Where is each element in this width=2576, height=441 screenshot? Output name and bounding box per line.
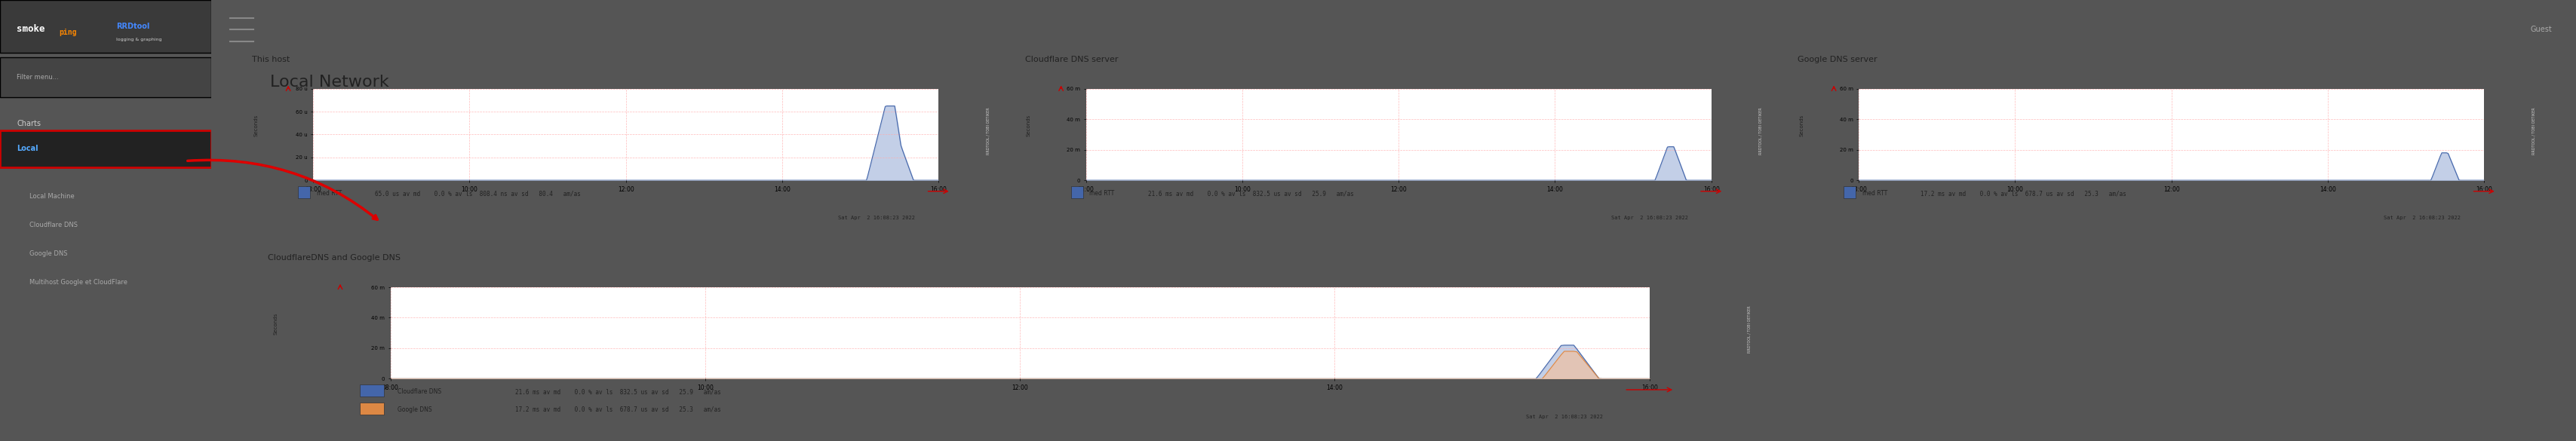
- Text: Seconds: Seconds: [1028, 114, 1030, 136]
- Text: Seconds: Seconds: [273, 313, 278, 335]
- Text: Seconds: Seconds: [255, 114, 258, 136]
- Text: Filter menu...: Filter menu...: [18, 74, 59, 81]
- Text: Cloudflare DNS: Cloudflare DNS: [28, 221, 77, 228]
- Text: Google DNS: Google DNS: [28, 250, 67, 257]
- Text: Sat Apr  2 16:08:23 2022: Sat Apr 2 16:08:23 2022: [2383, 216, 2460, 220]
- Text: logging & graphing: logging & graphing: [116, 38, 162, 41]
- Text: 21.6 ms av md    0.0 % av ls  832.5 us av sd   25.9   am/as: 21.6 ms av md 0.0 % av ls 832.5 us av sd…: [515, 389, 721, 395]
- Text: Sat Apr  2 16:08:23 2022: Sat Apr 2 16:08:23 2022: [1525, 414, 1602, 419]
- Text: Charts: Charts: [18, 120, 41, 127]
- Text: Multihost Google et CloudFlare: Multihost Google et CloudFlare: [28, 279, 129, 286]
- Text: Local: Local: [18, 145, 39, 153]
- Text: Sat Apr  2 16:08:23 2022: Sat Apr 2 16:08:23 2022: [1610, 216, 1687, 220]
- Text: smoke: smoke: [18, 24, 46, 34]
- Text: 21.6 ms av md    0.0 % av ls  832.5 us av sd   25.9   am/as: 21.6 ms av md 0.0 % av ls 832.5 us av sd…: [1149, 190, 1355, 197]
- Text: Sat Apr  2 16:08:23 2022: Sat Apr 2 16:08:23 2022: [837, 216, 914, 220]
- Text: Seconds: Seconds: [1801, 114, 1803, 136]
- FancyBboxPatch shape: [0, 0, 211, 53]
- FancyBboxPatch shape: [0, 130, 211, 168]
- Text: Local Network: Local Network: [270, 75, 389, 90]
- Text: RRDTOOL / TOBI OETIKER: RRDTOOL / TOBI OETIKER: [1759, 107, 1762, 154]
- Text: RRDTOOL / TOBI OETIKER: RRDTOOL / TOBI OETIKER: [1747, 306, 1752, 353]
- Bar: [1844, 186, 1855, 198]
- Bar: [361, 385, 384, 396]
- Text: Local Machine: Local Machine: [28, 193, 75, 200]
- Text: RRDTOOL / TOBI OETIKER: RRDTOOL / TOBI OETIKER: [2532, 107, 2535, 154]
- Text: Cloudflare DNS server: Cloudflare DNS server: [1025, 56, 1118, 64]
- Text: RRDtool: RRDtool: [116, 22, 149, 30]
- Text: 65.0 us av md    0.0 % av ls  808.4 ns av sd   80.4   am/as: 65.0 us av md 0.0 % av ls 808.4 ns av sd…: [376, 190, 582, 197]
- Text: med RTT: med RTT: [1862, 190, 1888, 197]
- Text: Google DNS server: Google DNS server: [1798, 56, 1878, 64]
- Text: med RTT: med RTT: [317, 190, 343, 197]
- Text: med RTT: med RTT: [1090, 190, 1115, 197]
- Text: Guest: Guest: [2530, 26, 2553, 34]
- FancyBboxPatch shape: [0, 57, 211, 97]
- Text: ping: ping: [59, 28, 77, 36]
- Text: RRDTOOL / TOBI OETIKER: RRDTOOL / TOBI OETIKER: [987, 107, 989, 154]
- Text: 17.2 ms av md    0.0 % av ls  678.7 us av sd   25.3   am/as: 17.2 ms av md 0.0 % av ls 678.7 us av sd…: [515, 406, 721, 413]
- Bar: [1072, 186, 1082, 198]
- Text: Google DNS: Google DNS: [397, 406, 433, 413]
- Bar: [299, 186, 309, 198]
- Text: Cloudflare DNS: Cloudflare DNS: [397, 389, 440, 395]
- Text: 17.2 ms av md    0.0 % av ls  678.7 us av sd   25.3   am/as: 17.2 ms av md 0.0 % av ls 678.7 us av sd…: [1922, 190, 2128, 197]
- Text: This host: This host: [252, 56, 291, 64]
- Bar: [361, 403, 384, 415]
- Text: CloudflareDNS and Google DNS: CloudflareDNS and Google DNS: [268, 254, 399, 262]
